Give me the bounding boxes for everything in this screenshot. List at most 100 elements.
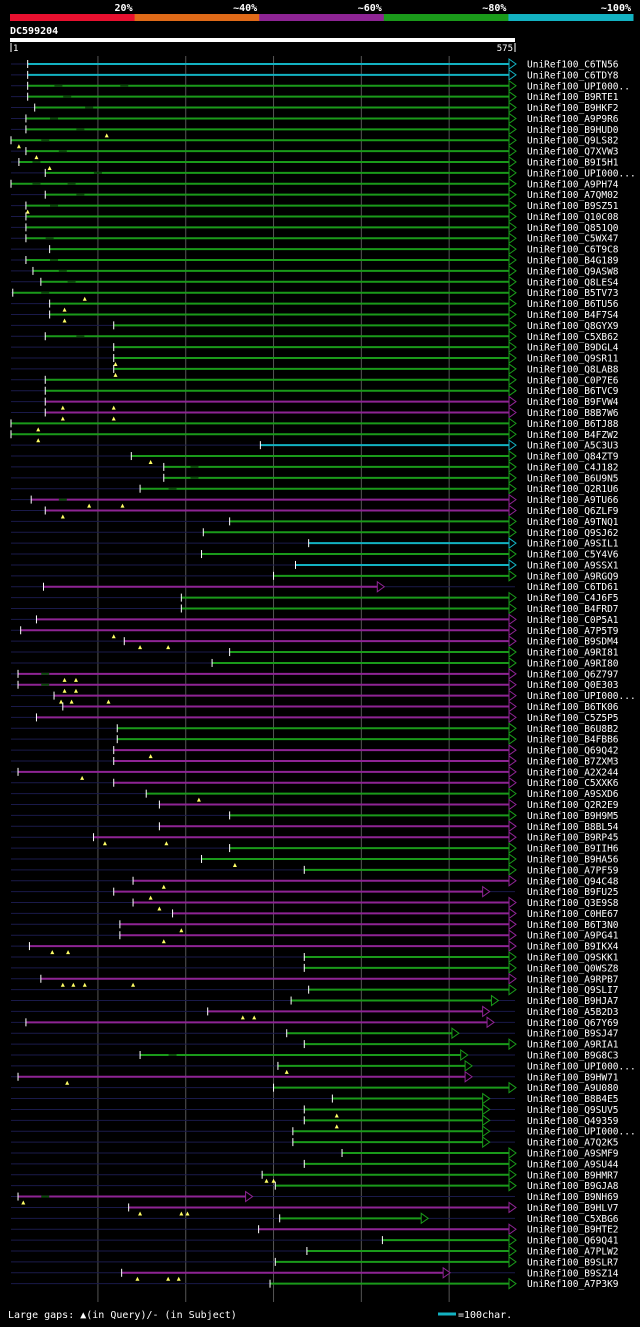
- hit-label[interactable]: UniRef100_A9PH74: [527, 179, 619, 190]
- hit-label[interactable]: UniRef100_B6U9N5: [527, 473, 619, 484]
- hit-label[interactable]: UniRef100_C5Z5P5: [527, 713, 619, 724]
- hit-row[interactable]: UniRef100_B9G8C3: [11, 1049, 619, 1062]
- hit-label[interactable]: UniRef100_UPI000...: [527, 1061, 636, 1072]
- hit-row[interactable]: UniRef100_B9NH69: [11, 1190, 619, 1205]
- hit-row[interactable]: UniRef100_C6TD61: [11, 580, 619, 594]
- hit-row[interactable]: UniRef100_A9RIA1: [11, 1038, 619, 1051]
- hit-label[interactable]: UniRef100_B6U8B2: [527, 724, 619, 735]
- hit-label[interactable]: UniRef100_B9G8C3: [527, 1050, 619, 1061]
- hit-label[interactable]: UniRef100_A9PG41: [527, 931, 619, 942]
- hit-label[interactable]: UniRef100_B4G189: [527, 256, 619, 267]
- hit-row[interactable]: UniRef100_B9HMR7: [11, 1168, 619, 1183]
- hit-label[interactable]: UniRef100_B9HUD0: [527, 125, 619, 136]
- hit-label[interactable]: UniRef100_B8B4E5: [527, 1094, 619, 1105]
- hit-label[interactable]: UniRef100_B9RP45: [527, 833, 619, 844]
- hit-row[interactable]: UniRef100_B9HTE2: [11, 1223, 619, 1236]
- hit-label[interactable]: UniRef100_B6TVC9: [527, 386, 619, 397]
- hit-label[interactable]: UniRef100_C0P5A1: [527, 615, 619, 626]
- hit-row[interactable]: UniRef100_B9SZ14: [11, 1266, 619, 1281]
- hit-label[interactable]: UniRef100_A2X244: [527, 767, 619, 778]
- hit-row[interactable]: UniRef100_A9RI80: [11, 656, 619, 670]
- hit-row[interactable]: UniRef100_Q0WSZ8: [11, 961, 619, 975]
- hit-label[interactable]: UniRef100_B6TJ88: [527, 419, 619, 430]
- hit-label[interactable]: UniRef100_Q0WSZ8: [527, 963, 619, 974]
- hit-row[interactable]: UniRef100_B9RP45: [11, 831, 619, 846]
- hit-row[interactable]: UniRef100_Q8LES4: [11, 275, 619, 289]
- hit-row[interactable]: UniRef100_Q2R1U6: [11, 482, 619, 496]
- hit-row[interactable]: UniRef100_Q9SKK1: [11, 951, 619, 964]
- hit-row[interactable]: UniRef100_A9SU44: [11, 1157, 619, 1171]
- hit-label[interactable]: UniRef100_Q9SJ62: [527, 528, 619, 539]
- hit-row[interactable]: UniRef100_Q3E9S8: [11, 896, 619, 911]
- hit-label[interactable]: UniRef100_Q84ZT9: [527, 452, 619, 463]
- hit-row[interactable]: UniRef100_Q84ZT9: [11, 450, 619, 465]
- hit-label[interactable]: UniRef100_B9HMR7: [527, 1170, 619, 1181]
- hit-row[interactable]: UniRef100_UPI000...: [11, 1059, 636, 1074]
- hit-label[interactable]: UniRef100_B4FBB6: [527, 735, 619, 746]
- hit-label[interactable]: UniRef100_C5XBG6: [527, 1214, 619, 1225]
- hit-row[interactable]: UniRef100_A9PG41: [11, 929, 619, 944]
- hit-label[interactable]: UniRef100_B9SJ47: [527, 1029, 619, 1040]
- hit-label[interactable]: UniRef100_UPI000...: [527, 691, 636, 702]
- hit-label[interactable]: UniRef100_A5B2D3: [527, 1007, 619, 1018]
- hit-label[interactable]: UniRef100_A9RIA1: [527, 1040, 619, 1051]
- hit-row[interactable]: UniRef100_Q2R2E9: [11, 798, 619, 812]
- hit-label[interactable]: UniRef100_A9RPB7: [527, 974, 619, 985]
- hit-label[interactable]: UniRef100_B9HTE2: [527, 1225, 619, 1236]
- hit-row[interactable]: UniRef100_C5Y4V6: [11, 548, 619, 561]
- hit-label[interactable]: UniRef100_Q94C48: [527, 876, 619, 887]
- hit-row[interactable]: UniRef100_B9H9M5: [11, 809, 619, 822]
- hit-label[interactable]: UniRef100_Q69Q41: [527, 1236, 619, 1247]
- hit-row[interactable]: UniRef100_C5WX47: [11, 232, 619, 245]
- hit-row[interactable]: UniRef100_C5XXK6: [11, 776, 619, 790]
- hit-row[interactable]: UniRef100_B9HUD0: [11, 123, 619, 138]
- hit-row[interactable]: UniRef100_Q8GYX9: [11, 319, 619, 332]
- hit-label[interactable]: UniRef100_UPI000...: [527, 168, 636, 179]
- hit-label[interactable]: UniRef100_C4J6F5: [527, 593, 619, 604]
- hit-label[interactable]: UniRef100_A9U080: [527, 1083, 619, 1094]
- hit-label[interactable]: UniRef100_B9I5H1: [527, 158, 619, 169]
- hit-row[interactable]: UniRef100_B9FVW4: [11, 395, 619, 410]
- hit-label[interactable]: UniRef100_B9H9M5: [527, 811, 619, 822]
- hit-label[interactable]: UniRef100_B9HLV7: [527, 1203, 619, 1214]
- hit-row[interactable]: UniRef100_B9HKF2: [11, 101, 619, 115]
- hit-label[interactable]: UniRef100_Q7XVW3: [527, 147, 619, 158]
- hit-row[interactable]: UniRef100_B8BL54: [11, 820, 619, 833]
- hit-label[interactable]: UniRef100_C5XB62: [527, 332, 619, 343]
- hit-label[interactable]: UniRef100_A9RGQ9: [527, 571, 619, 582]
- hit-label[interactable]: UniRef100_A9SXD6: [527, 789, 619, 800]
- hit-label[interactable]: UniRef100_B9GJA8: [527, 1181, 619, 1192]
- hit-label[interactable]: UniRef100_C6TD61: [527, 582, 619, 593]
- hit-row[interactable]: UniRef100_C5XBG6: [11, 1212, 619, 1225]
- hit-row[interactable]: UniRef100_A7P3K9: [11, 1277, 619, 1291]
- hit-row[interactable]: UniRef100_B9I5H1: [11, 156, 619, 171]
- hit-label[interactable]: UniRef100_B9RTE1: [527, 92, 619, 103]
- hit-label[interactable]: UniRef100_B4F7S4: [527, 310, 619, 321]
- hit-row[interactable]: UniRef100_C0HE67: [11, 907, 619, 920]
- hit-row[interactable]: UniRef100_B4F7S4: [11, 308, 619, 323]
- hit-label[interactable]: UniRef100_A9RI80: [527, 658, 619, 669]
- hit-label[interactable]: UniRef100_B9FU25: [527, 887, 619, 898]
- hit-row[interactable]: UniRef100_B9SJ47: [11, 1027, 619, 1040]
- hit-label[interactable]: UniRef100_C6T9C8: [527, 245, 619, 256]
- hit-label[interactable]: UniRef100_C6TDY8: [527, 70, 619, 81]
- hit-row[interactable]: UniRef100_C4J6F5: [11, 591, 619, 605]
- hit-row[interactable]: UniRef100_B6U9N5: [11, 471, 619, 485]
- hit-label[interactable]: UniRef100_A7Q2K5: [527, 1138, 619, 1149]
- hit-label[interactable]: UniRef100_B9SDM4: [527, 637, 619, 648]
- hit-label[interactable]: UniRef100_A7PF59: [527, 865, 619, 876]
- hit-label[interactable]: UniRef100_Q67Y69: [527, 1018, 619, 1029]
- hit-label[interactable]: UniRef100_A9RI81: [527, 648, 619, 659]
- hit-row[interactable]: UniRef100_A7PF59: [11, 863, 619, 877]
- hit-label[interactable]: UniRef100_Q9SR11: [527, 354, 619, 365]
- hit-row[interactable]: UniRef100_A2X244: [11, 765, 619, 780]
- hit-label[interactable]: UniRef100_C4J182: [527, 462, 619, 473]
- hit-row[interactable]: UniRef100_A7PLW2: [11, 1245, 619, 1258]
- hit-label[interactable]: UniRef100_B9HW71: [527, 1072, 619, 1083]
- hit-label[interactable]: UniRef100_B6TK06: [527, 702, 619, 713]
- hit-label[interactable]: UniRef100_B9DGL4: [527, 343, 619, 354]
- hit-row[interactable]: UniRef100_B9FU25: [11, 885, 619, 900]
- hit-row[interactable]: UniRef100_C5Z5P5: [11, 711, 619, 724]
- hit-label[interactable]: UniRef100_C5XXK6: [527, 778, 619, 789]
- hit-row[interactable]: UniRef100_B5TV73: [11, 286, 619, 301]
